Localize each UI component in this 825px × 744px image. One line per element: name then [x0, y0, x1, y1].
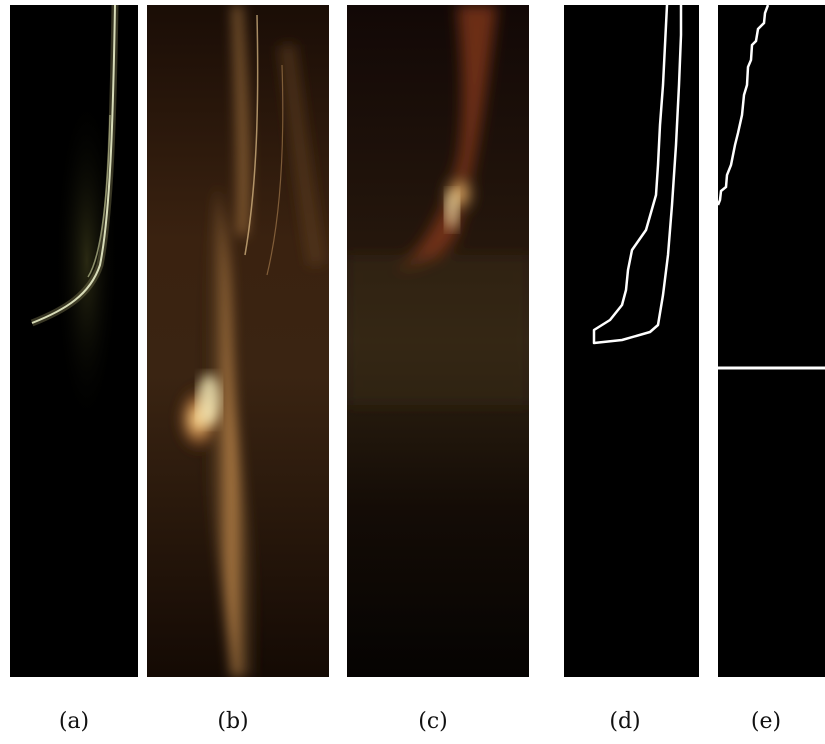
panel-c-image — [347, 5, 529, 677]
caption-d: (d) — [609, 709, 641, 734]
panel-d-image — [564, 5, 699, 677]
caption-b: (b) — [217, 709, 249, 734]
caption-c: (c) — [418, 709, 448, 734]
caption-a: (a) — [58, 709, 90, 734]
panel-b-image — [147, 5, 329, 677]
caption-e: (e) — [750, 709, 782, 734]
panel-e-image — [718, 5, 825, 677]
panel-a-image — [10, 5, 138, 677]
